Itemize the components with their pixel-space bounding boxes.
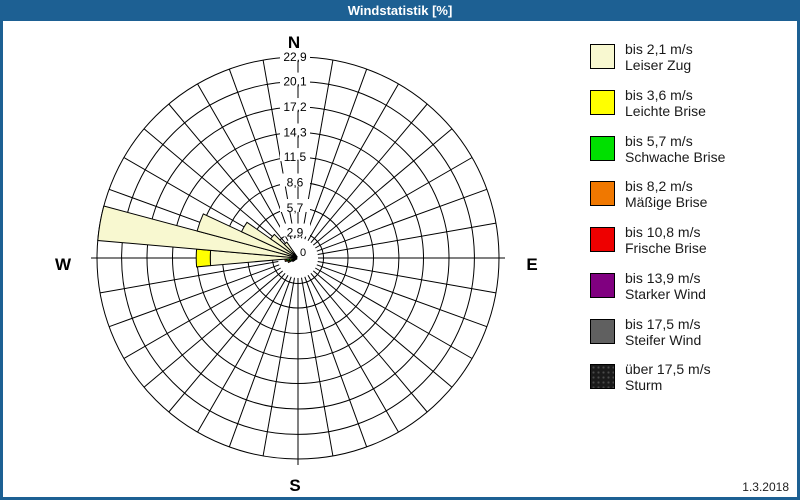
wind-rose-chart: 2,9 5,7 8,6 11,5 14,3 17,2 20,1 22,9 0 N S W E (55, 33, 538, 495)
legend-name: Leichte Brise (625, 103, 706, 119)
legend-name: Starker Wind (625, 286, 706, 302)
compass-w: W (55, 255, 72, 274)
compass-labels: N S W E (55, 33, 538, 495)
legend-speed: bis 17,5 m/s (625, 316, 701, 332)
ring-label: 5,7 (287, 201, 304, 215)
legend-swatch-starker-wind (590, 273, 615, 298)
center-zero-label: 0 (300, 247, 306, 259)
legend-swatch-maessige-brise (590, 181, 615, 206)
ring-label: 20,1 (283, 75, 307, 89)
ring-label: 8,6 (287, 176, 304, 190)
legend-name: Steifer Wind (625, 332, 702, 348)
legend-speed: bis 10,8 m/s (625, 224, 701, 240)
ring-label: 14,3 (283, 125, 307, 139)
ring-label: 17,2 (283, 100, 307, 114)
compass-s: S (289, 476, 300, 495)
compass-n: N (288, 33, 300, 52)
legend-speed: über 17,5 m/s (625, 361, 711, 377)
legend-name: Leiser Zug (625, 57, 692, 73)
chart-area: 2,9 5,7 8,6 11,5 14,3 17,2 20,1 22,9 0 N S W E bis 2… (3, 21, 797, 497)
legend-speed: bis 13,9 m/s (625, 270, 701, 286)
ring-labels: 2,9 5,7 8,6 11,5 14,3 17,2 20,1 22,9 0 (280, 48, 310, 259)
compass-e: E (526, 255, 537, 274)
legend-swatch-leichte-brise (590, 90, 615, 115)
legend-speed: bis 3,6 m/s (625, 87, 693, 103)
ring-label: 22,9 (283, 50, 307, 64)
legend-swatch-steifer-wind (590, 319, 615, 344)
legend-name: Schwache Brise (625, 149, 726, 165)
date-stamp: 1.3.2018 (742, 480, 789, 494)
title-bar: Windstatistik [%] (0, 0, 800, 21)
legend-swatch-sturm (590, 364, 615, 389)
legend-speed: bis 2,1 m/s (625, 41, 693, 57)
legend-swatch-schwache-brise (590, 136, 615, 161)
legend-speed: bis 5,7 m/s (625, 133, 693, 149)
petal-segment (195, 248, 212, 268)
window-title: Windstatistik [%] (347, 3, 453, 18)
petals (97, 205, 298, 268)
ring-label: 2,9 (287, 226, 304, 240)
legend-name: Frische Brise (625, 240, 707, 256)
petal-segment (283, 241, 298, 258)
legend-name: Mäßige Brise (625, 194, 708, 210)
legend-speed: bis 8,2 m/s (625, 178, 693, 194)
legend-swatch-frische-brise (590, 227, 615, 252)
ring-label: 11,5 (284, 150, 307, 164)
legend-swatch-leiser-zug (590, 44, 615, 69)
legend-name: Sturm (625, 377, 663, 393)
